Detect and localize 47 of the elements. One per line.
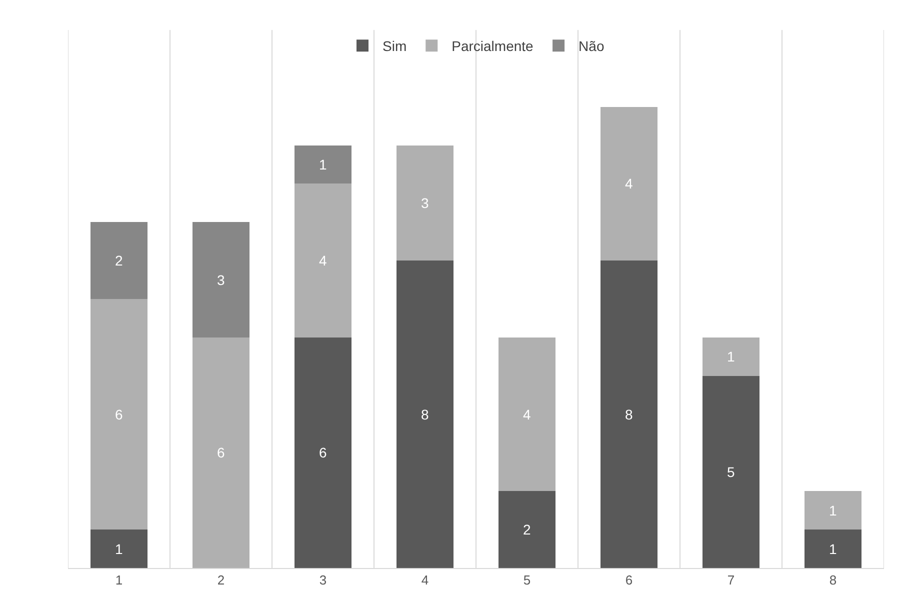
data-label: 3 [421,194,429,211]
bar [294,145,352,184]
data-label: 6 [217,444,225,461]
bar [498,491,556,568]
data-label: 6 [115,406,123,422]
bar [396,260,454,568]
bar [90,299,148,530]
bar [600,106,658,261]
data-label: 1 [727,348,735,365]
x-tick-label: 1 [115,572,123,588]
data-label: 8 [421,406,429,422]
bar [702,337,760,376]
x-tick-label: 4 [421,572,429,588]
x-tick-label: 5 [523,572,531,588]
bar [498,337,556,492]
data-label: 6 [319,444,327,461]
data-label: 5 [727,464,735,480]
data-label: 1 [829,502,837,518]
legend-label: Não [578,38,604,54]
data-label: 1 [115,540,123,557]
data-label: 8 [625,406,633,422]
x-tick-label: 3 [319,572,327,588]
bar [294,184,352,338]
data-label: 1 [829,540,837,557]
bar [600,260,658,568]
bar [192,337,250,568]
data-label: 4 [319,252,327,269]
data-label: 2 [523,522,531,538]
x-tick-label: 8 [829,572,837,588]
data-label: 4 [625,176,633,192]
bar [804,491,862,530]
data-label: 3 [217,272,225,288]
bar [294,337,352,568]
x-tick-label: 2 [217,572,225,588]
data-label: 4 [523,406,531,422]
bar [804,530,862,568]
x-tick-label: 6 [625,572,633,588]
legend-label: Parcialmente [452,38,534,54]
data-label: 2 [115,252,123,269]
bar [192,222,250,338]
bar [90,530,148,568]
bar [90,222,148,299]
x-tick-label: 7 [727,572,735,588]
legend-label: Sim [382,38,407,54]
bar [702,376,760,568]
bar [396,145,454,261]
data-label: 1 [319,156,327,172]
